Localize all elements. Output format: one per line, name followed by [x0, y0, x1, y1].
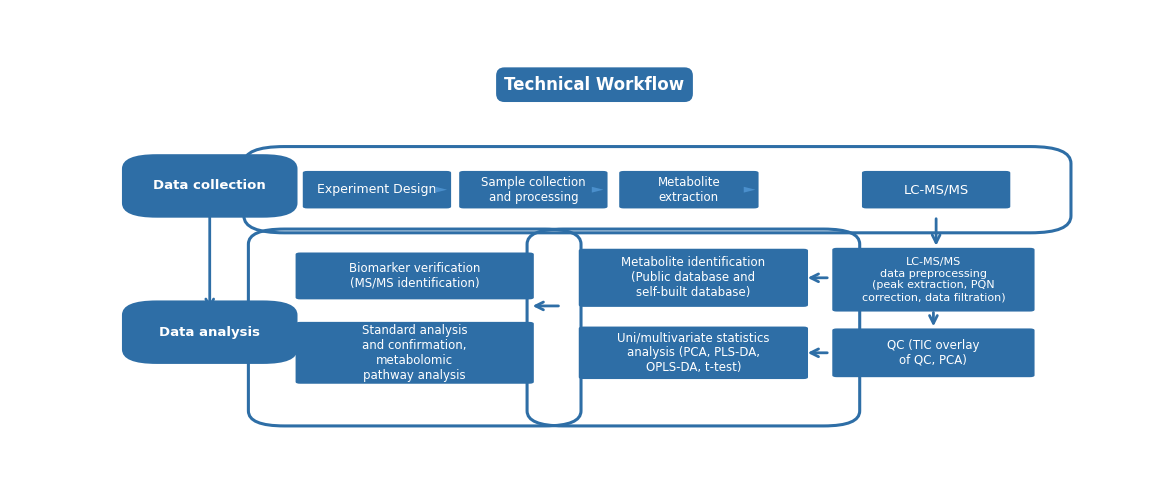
FancyBboxPatch shape	[296, 322, 534, 384]
Text: Data collection: Data collection	[153, 179, 266, 192]
Text: Metabolite identification
(Public database and
self-built database): Metabolite identification (Public databa…	[622, 256, 766, 300]
FancyBboxPatch shape	[459, 171, 608, 208]
Text: QC (TIC overlay
of QC, PCA): QC (TIC overlay of QC, PCA)	[887, 339, 980, 367]
FancyBboxPatch shape	[303, 171, 451, 208]
Text: Technical Workflow: Technical Workflow	[505, 75, 684, 94]
Text: Standard analysis
and confirmation,
metabolomic
pathway analysis: Standard analysis and confirmation, meta…	[362, 324, 467, 382]
FancyBboxPatch shape	[579, 249, 809, 307]
Text: Data analysis: Data analysis	[159, 326, 260, 338]
Polygon shape	[744, 187, 755, 193]
Polygon shape	[435, 187, 447, 193]
Text: Biomarker verification
(MS/MS identification): Biomarker verification (MS/MS identifica…	[349, 262, 480, 290]
FancyBboxPatch shape	[862, 171, 1010, 208]
Text: Metabolite
extraction: Metabolite extraction	[658, 176, 720, 204]
FancyBboxPatch shape	[122, 154, 297, 218]
FancyBboxPatch shape	[122, 300, 297, 364]
Text: LC-MS/MS
data preprocessing
(peak extraction, PQN
correction, data filtration): LC-MS/MS data preprocessing (peak extrac…	[862, 257, 1006, 302]
FancyBboxPatch shape	[579, 327, 809, 379]
FancyBboxPatch shape	[296, 252, 534, 300]
FancyBboxPatch shape	[832, 328, 1035, 377]
Text: Sample collection
and processing: Sample collection and processing	[481, 176, 586, 204]
Text: Uni/multivariate statistics
analysis (PCA, PLS-DA,
OPLS-DA, t-test): Uni/multivariate statistics analysis (PC…	[617, 331, 769, 375]
FancyBboxPatch shape	[832, 248, 1035, 312]
Text: LC-MS/MS: LC-MS/MS	[904, 183, 969, 196]
Text: Experiment Design: Experiment Design	[317, 183, 436, 196]
FancyBboxPatch shape	[619, 171, 759, 208]
Polygon shape	[592, 187, 603, 193]
